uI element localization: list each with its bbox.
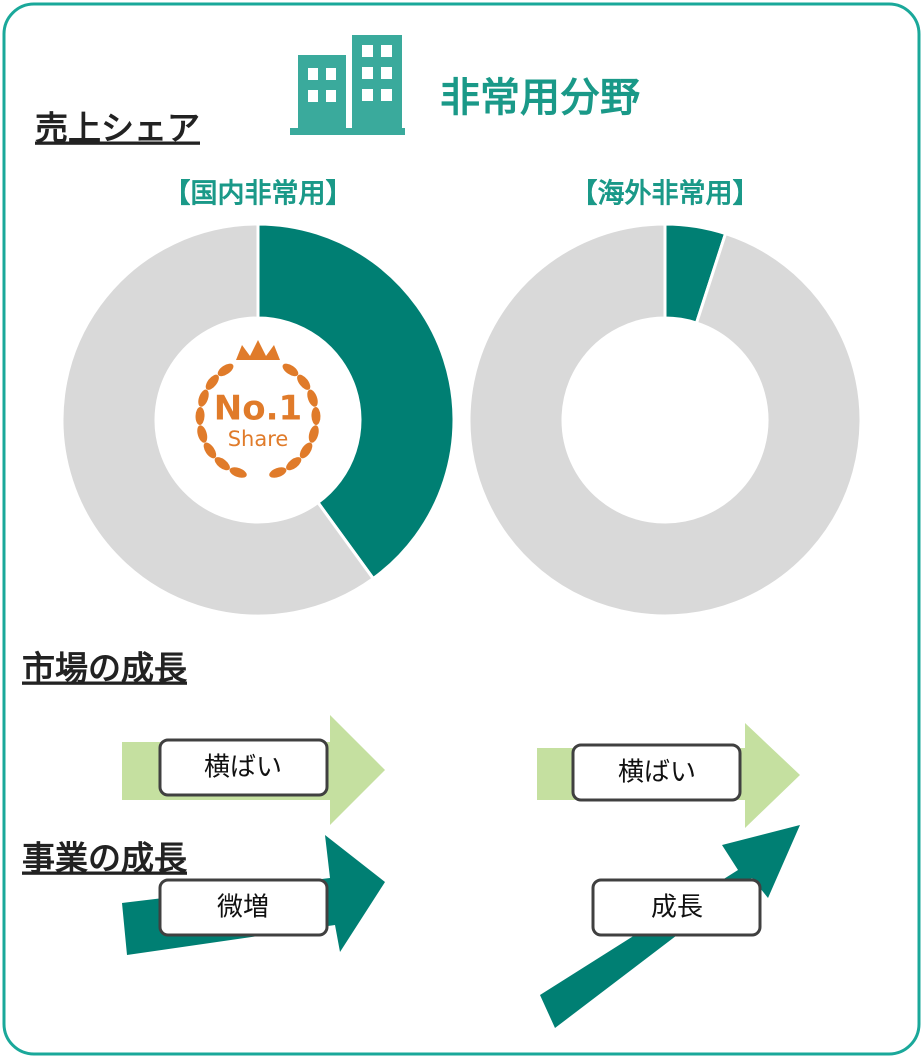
growth-label: 成長 [651,893,703,923]
laurel-leaf [195,406,205,425]
badge-rank: No.1 [214,389,302,429]
label-box [571,743,742,802]
laurel-leaf [282,363,299,377]
laurel-leaf [269,467,287,478]
laurel-leaf [308,425,319,443]
donut-slice [60,222,376,618]
chart-title: 【国内非常用】 [164,179,353,210]
building-icon [290,35,405,135]
section-heading: 市場の成長 [22,649,188,688]
donut-slice [467,222,863,618]
laurel-leaf [197,425,208,443]
label-box [158,878,329,937]
section-heading: 事業の成長 [22,839,188,878]
donut-charts: 【国内非常用】 【海外非常用】 [60,179,863,618]
badge-label: Share [228,427,289,451]
no1-badge: No.1 Share [195,340,321,478]
growth-label: 横ばい [204,753,282,783]
page-title: 非常用分野 [440,75,640,121]
laurel-leaf [198,389,209,407]
donut-slice [256,222,456,581]
growth-label: 微増 [217,893,269,923]
laurel-leaf [286,457,302,471]
laurel-leaf [307,389,318,407]
laurel-leaf [203,442,217,459]
label-box [591,878,762,937]
laurel-leaf [217,363,234,377]
growth-label: 横ばい [618,758,696,788]
laurel-leaf [299,442,313,459]
laurel-leaf [229,467,247,478]
laurel-leaf [311,406,321,425]
laurel-leaf [214,457,230,471]
laurel-leaf [205,374,219,390]
label-box [158,738,329,797]
laurel-leaf [297,374,311,390]
section-heading: 売上シェア [35,109,200,148]
chart-title: 【海外非常用】 [571,179,760,210]
